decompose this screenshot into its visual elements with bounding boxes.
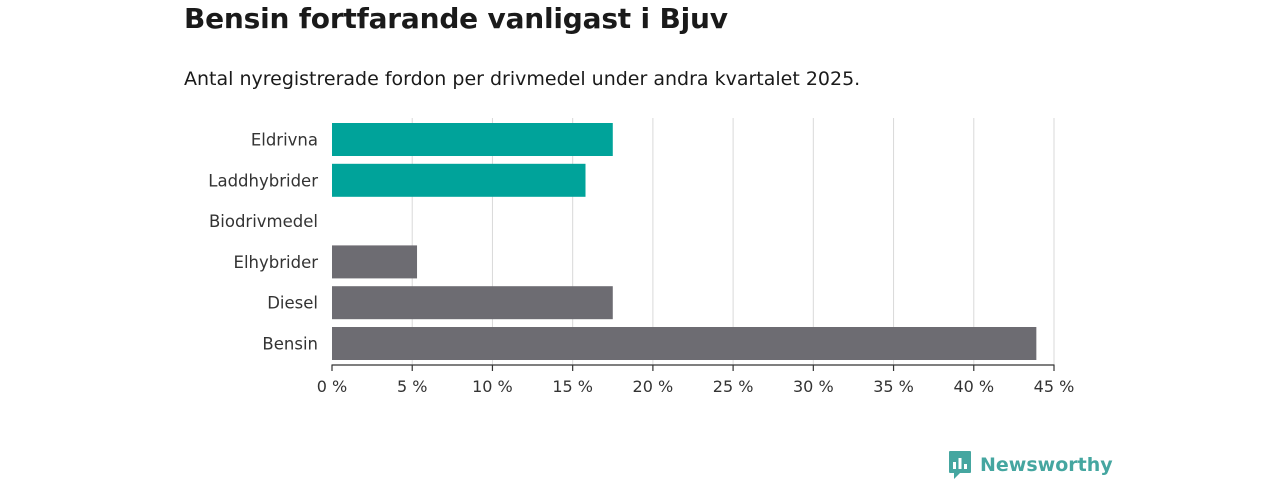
brand-logo: Newsworthy bbox=[948, 450, 1113, 480]
x-tick-label: 25 % bbox=[713, 377, 754, 396]
bar-elhybrider bbox=[332, 245, 418, 279]
category-label: Bensin bbox=[262, 335, 318, 354]
category-label: Diesel bbox=[267, 294, 318, 313]
x-tick-label: 10 % bbox=[472, 377, 513, 396]
bar-laddhybrider bbox=[332, 163, 586, 197]
newsworthy-logo-icon bbox=[949, 451, 971, 479]
chart-title: Bensin fortfarande vanligast i Bjuv bbox=[184, 2, 728, 35]
x-axis: 0 % 5 % 10 % 15 % 20 % 25 % 30 % 35 % 40 % 45 % bbox=[317, 364, 1075, 396]
x-tick-label: 40 % bbox=[953, 377, 994, 396]
bar-bensin bbox=[332, 327, 1037, 360]
category-label: Eldrivna bbox=[251, 131, 318, 150]
category-label: Biodrivmedel bbox=[209, 212, 318, 231]
gridlines bbox=[411, 118, 1055, 365]
x-tick-label: 35 % bbox=[873, 377, 914, 396]
chart-subtitle: Antal nyregistrerade fordon per drivmede… bbox=[184, 68, 861, 90]
x-tick-label: 5 % bbox=[397, 377, 427, 396]
bar-eldrivna bbox=[332, 123, 613, 156]
category-label: Elhybrider bbox=[234, 253, 319, 272]
x-tick-label: 0 % bbox=[317, 377, 347, 396]
category-labels: Eldrivna Laddhybrider Biodrivmedel Elhybrid… bbox=[208, 131, 318, 354]
x-tick-label: 20 % bbox=[633, 377, 674, 396]
brand-name: Newsworthy bbox=[980, 454, 1113, 476]
x-tick-label: 30 % bbox=[793, 377, 834, 396]
category-label: Laddhybrider bbox=[208, 171, 318, 190]
bar-diesel bbox=[332, 286, 613, 320]
bars bbox=[332, 123, 1037, 360]
x-tick-label: 15 % bbox=[552, 377, 593, 396]
x-tick-label: 45 % bbox=[1034, 377, 1075, 396]
